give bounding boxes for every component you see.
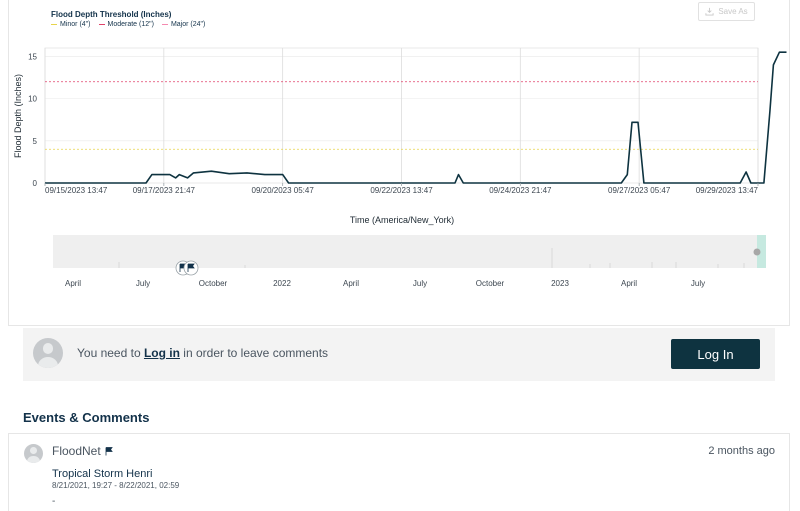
- y-tick-label: 10: [28, 95, 37, 104]
- navigator-background[interactable]: [53, 235, 766, 268]
- x-tick-label: 09/15/2023 13:47: [45, 186, 108, 195]
- navigator-activity: [118, 248, 745, 268]
- download-icon: [705, 7, 714, 16]
- navigator-label: July: [413, 279, 427, 288]
- navigator-label: October: [199, 279, 228, 288]
- event-timestamp: 2 months ago: [708, 445, 775, 457]
- prompt-text: You need to: [77, 346, 144, 360]
- prompt-text: in order to leave comments: [179, 346, 329, 360]
- x-axis-title: Time (America/New_York): [350, 215, 454, 225]
- flood-depth-chart[interactable]: 0 5 10 15 09/15/2023 13:47 09/17/2023 21:47 0…: [0, 0, 800, 300]
- legend-title: Flood Depth Threshold (Inches): [51, 10, 172, 19]
- navigator-handle[interactable]: [753, 248, 761, 256]
- event-user: FloodNet: [52, 444, 113, 458]
- flag-icon[interactable]: [183, 260, 199, 276]
- legend-swatch-major: [161, 23, 168, 26]
- legend-item-major[interactable]: Major (24"): [161, 21, 206, 28]
- login-button[interactable]: Log In: [671, 339, 760, 369]
- navigator-label: 2022: [273, 279, 291, 288]
- login-link[interactable]: Log in: [143, 346, 180, 360]
- x-tick-label: 09/22/2023 13:47: [370, 186, 433, 195]
- legend-item-moderate[interactable]: Moderate (12"): [98, 21, 154, 28]
- legend-swatch-minor: [51, 23, 57, 26]
- series-line[interactable]: [45, 51, 787, 184]
- event-date-range: 8/21/2021, 19:27 - 8/22/2021, 02:59: [52, 481, 180, 490]
- legend-label: Major (24"): [170, 21, 206, 28]
- save-as-button[interactable]: Save As: [698, 2, 755, 21]
- events-heading: Events & Comments: [23, 410, 150, 425]
- x-tick-label: 09/17/2023 21:47: [133, 186, 196, 195]
- event-username: FloodNet: [52, 444, 101, 458]
- flag-icon: [105, 446, 113, 455]
- event-item: FloodNet 2 months ago Tropical Storm Hen…: [8, 434, 790, 511]
- navigator-label: 2023: [551, 279, 569, 288]
- navigator-selection[interactable]: [757, 235, 766, 268]
- legend-swatch-moderate: [98, 23, 105, 26]
- legend-label: Moderate (12"): [107, 21, 154, 28]
- y-axis-title: Flood Depth (Inches): [13, 74, 23, 158]
- y-tick-label: 15: [28, 52, 37, 61]
- event-avatar: [24, 444, 43, 463]
- login-prompt: You need to Log in in order to leave com…: [77, 346, 328, 360]
- save-as-label: Save As: [718, 7, 748, 16]
- x-tick-label: 09/24/2023 21:47: [489, 186, 552, 195]
- navigator-label: July: [136, 279, 150, 288]
- navigator-label: July: [691, 279, 705, 288]
- x-tick-label: 09/27/2023 05:47: [608, 186, 671, 195]
- user-avatar: [33, 338, 63, 368]
- y-tick-label: 0: [33, 179, 38, 188]
- event-extra: -: [52, 496, 56, 507]
- legend-item-minor[interactable]: Minor (4"): [51, 21, 91, 28]
- y-tick-label: 5: [33, 137, 38, 146]
- divider: [8, 433, 790, 434]
- navigator-label: April: [65, 279, 81, 288]
- comment-box: You need to Log in in order to leave com…: [23, 328, 775, 381]
- threshold-legend: Minor (4") Moderate (12") Major (24"): [51, 21, 205, 28]
- x-tick-label: 09/29/2023 13:47: [696, 186, 759, 195]
- navigator-label: October: [476, 279, 505, 288]
- x-tick-label: 09/20/2023 05:47: [252, 186, 315, 195]
- navigator-label: April: [343, 279, 359, 288]
- navigator-label: April: [621, 279, 637, 288]
- event-title: Tropical Storm Henri: [52, 468, 153, 480]
- chart-card: [8, 0, 790, 326]
- legend-label: Minor (4"): [60, 21, 91, 28]
